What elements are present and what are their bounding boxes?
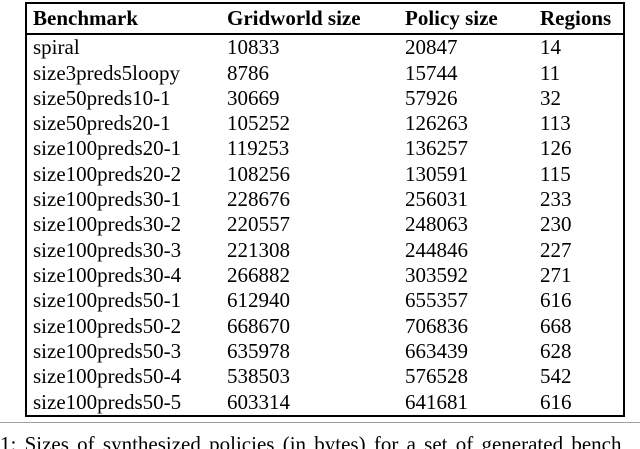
regions-cell: 628 [540, 339, 572, 364]
benchmark-cell: size100preds20-2 [33, 161, 182, 186]
gridworld-size-cell: 221308 [227, 237, 290, 262]
header-policy-size: Policy size [399, 4, 534, 35]
gridworld-size-cell: 108256 [227, 161, 290, 186]
table-header: Benchmark Gridworld size Policy size Reg… [27, 4, 623, 35]
policy-size-cell: 57926 [405, 85, 458, 110]
regions-cell: 115 [540, 161, 571, 186]
gridworld-size-cell: 119253 [227, 136, 290, 161]
gridworld-size-cell: 603314 [227, 389, 290, 414]
benchmark-cell: size100preds50-4 [33, 364, 182, 389]
gridworld-size-cell: 105252 [227, 111, 290, 136]
policy-size-cell: 248063 [405, 212, 468, 237]
policy-size-cell: 130591 [405, 161, 468, 186]
gridworld-size-cell: 635978 [227, 339, 290, 364]
gridworld-size-cell: 668670 [227, 313, 290, 338]
table-row: size100preds50-4 538503 576528 542 [27, 364, 623, 389]
benchmark-cell: size50preds10-1 [33, 85, 171, 110]
policy-size-cell: 244846 [405, 237, 468, 262]
gridworld-size-cell: 8786 [227, 60, 269, 85]
table-row: size100preds30-2 220557 248063 230 [27, 212, 623, 237]
policy-size-cell: 126263 [405, 111, 468, 136]
benchmark-cell: size100preds50-3 [33, 339, 182, 364]
benchmark-cell: size100preds50-5 [33, 389, 182, 414]
policy-size-cell: 303592 [405, 263, 468, 288]
regions-cell: 271 [540, 263, 572, 288]
header-regions: Regions [534, 4, 623, 35]
policy-size-cell: 576528 [405, 364, 468, 389]
gridworld-size-cell: 266882 [227, 263, 290, 288]
benchmark-cell: size50preds20-1 [33, 111, 171, 136]
gridworld-size-cell: 538503 [227, 364, 290, 389]
table-row: size100preds30-3 221308 244846 227 [27, 238, 623, 263]
policy-size-cell: 256031 [405, 187, 468, 212]
benchmark-cell: size3preds5loopy [33, 60, 180, 85]
benchmark-cell: size100preds30-1 [33, 187, 182, 212]
benchmark-cell: size100preds50-2 [33, 313, 182, 338]
table-row: size50preds10-1 30669 57926 32 [27, 86, 623, 111]
table-row: size100preds20-2 108256 130591 115 [27, 162, 623, 187]
header-gridworld-size: Gridworld size [221, 4, 399, 35]
gridworld-size-cell: 220557 [227, 212, 290, 237]
policy-size-cell: 641681 [405, 389, 468, 414]
policy-size-cell: 655357 [405, 288, 468, 313]
benchmark-table: Benchmark Gridworld size Policy size Reg… [27, 4, 623, 415]
regions-cell: 227 [540, 237, 572, 262]
regions-cell: 233 [540, 187, 572, 212]
regions-cell: 616 [540, 288, 572, 313]
benchmark-table-frame: Benchmark Gridworld size Policy size Reg… [25, 2, 625, 417]
table-row: spiral 10833 20847 14 [27, 34, 623, 60]
table-row: size100preds50-3 635978 663439 628 [27, 339, 623, 364]
regions-cell: 668 [540, 313, 572, 338]
policy-size-cell: 15744 [405, 60, 458, 85]
benchmark-cell: size100preds30-3 [33, 237, 182, 262]
table-body: spiral 10833 20847 14 size3preds5loopy 8786 15… [27, 34, 623, 415]
table-row: size100preds30-1 228676 256031 233 [27, 187, 623, 212]
regions-cell: 113 [540, 111, 571, 136]
benchmark-cell: size100preds30-4 [33, 263, 182, 288]
policy-size-cell: 706836 [405, 313, 468, 338]
table-row: size100preds30-4 266882 303592 271 [27, 263, 623, 288]
regions-cell: 126 [540, 136, 572, 161]
regions-cell: 230 [540, 212, 572, 237]
table-row: size100preds50-1 612940 655357 616 [27, 288, 623, 313]
gridworld-size-cell: 228676 [227, 187, 290, 212]
benchmark-cell: size100preds50-1 [33, 288, 182, 313]
table-row: size100preds50-5 603314 641681 616 [27, 390, 623, 415]
table-row: size100preds20-1 119253 136257 126 [27, 136, 623, 161]
regions-cell: 542 [540, 364, 572, 389]
policy-size-cell: 20847 [405, 35, 458, 60]
table-row: size100preds50-2 668670 706836 668 [27, 314, 623, 339]
regions-cell: 616 [540, 389, 572, 414]
table-row: size3preds5loopy 8786 15744 11 [27, 60, 623, 85]
benchmark-cell: size100preds20-1 [33, 136, 182, 161]
gridworld-size-cell: 10833 [227, 35, 280, 60]
header-row: Benchmark Gridworld size Policy size Reg… [27, 4, 623, 35]
header-benchmark: Benchmark [27, 4, 221, 35]
policy-size-cell: 663439 [405, 339, 468, 364]
regions-cell: 32 [540, 85, 561, 110]
benchmark-cell: size100preds30-2 [33, 212, 182, 237]
regions-cell: 14 [540, 35, 561, 60]
table-row: size50preds20-1 105252 126263 113 [27, 111, 623, 136]
table-caption: 1: Sizes of synthesized policies (in byt… [0, 432, 622, 449]
policy-size-cell: 136257 [405, 136, 468, 161]
gridworld-size-cell: 612940 [227, 288, 290, 313]
benchmark-cell: spiral [33, 35, 80, 60]
caption-divider-line [0, 422, 640, 423]
gridworld-size-cell: 30669 [227, 85, 280, 110]
regions-cell: 11 [540, 60, 561, 85]
